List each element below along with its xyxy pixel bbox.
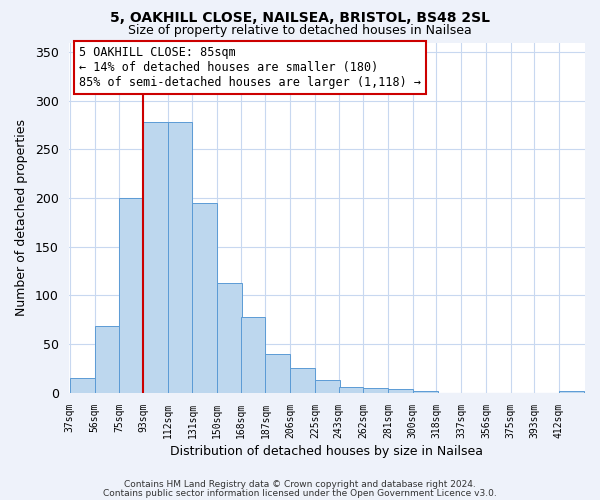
Bar <box>315 380 340 392</box>
Bar <box>413 390 437 392</box>
Bar <box>388 388 413 392</box>
X-axis label: Distribution of detached houses by size in Nailsea: Distribution of detached houses by size … <box>170 444 483 458</box>
Bar <box>193 203 217 392</box>
Bar <box>119 198 144 392</box>
Bar <box>70 378 95 392</box>
Bar <box>290 368 315 392</box>
Bar <box>143 122 167 392</box>
Bar <box>95 326 119 392</box>
Bar <box>559 390 584 392</box>
Bar <box>338 386 363 392</box>
Bar <box>217 282 242 393</box>
Text: 5 OAKHILL CLOSE: 85sqm
← 14% of detached houses are smaller (180)
85% of semi-de: 5 OAKHILL CLOSE: 85sqm ← 14% of detached… <box>79 46 421 89</box>
Bar <box>265 354 290 393</box>
Bar <box>363 388 388 392</box>
Text: Size of property relative to detached houses in Nailsea: Size of property relative to detached ho… <box>128 24 472 37</box>
Text: Contains HM Land Registry data © Crown copyright and database right 2024.: Contains HM Land Registry data © Crown c… <box>124 480 476 489</box>
Y-axis label: Number of detached properties: Number of detached properties <box>15 119 28 316</box>
Text: Contains public sector information licensed under the Open Government Licence v3: Contains public sector information licen… <box>103 488 497 498</box>
Text: 5, OAKHILL CLOSE, NAILSEA, BRISTOL, BS48 2SL: 5, OAKHILL CLOSE, NAILSEA, BRISTOL, BS48… <box>110 11 490 25</box>
Bar <box>241 316 265 392</box>
Bar <box>167 122 193 392</box>
